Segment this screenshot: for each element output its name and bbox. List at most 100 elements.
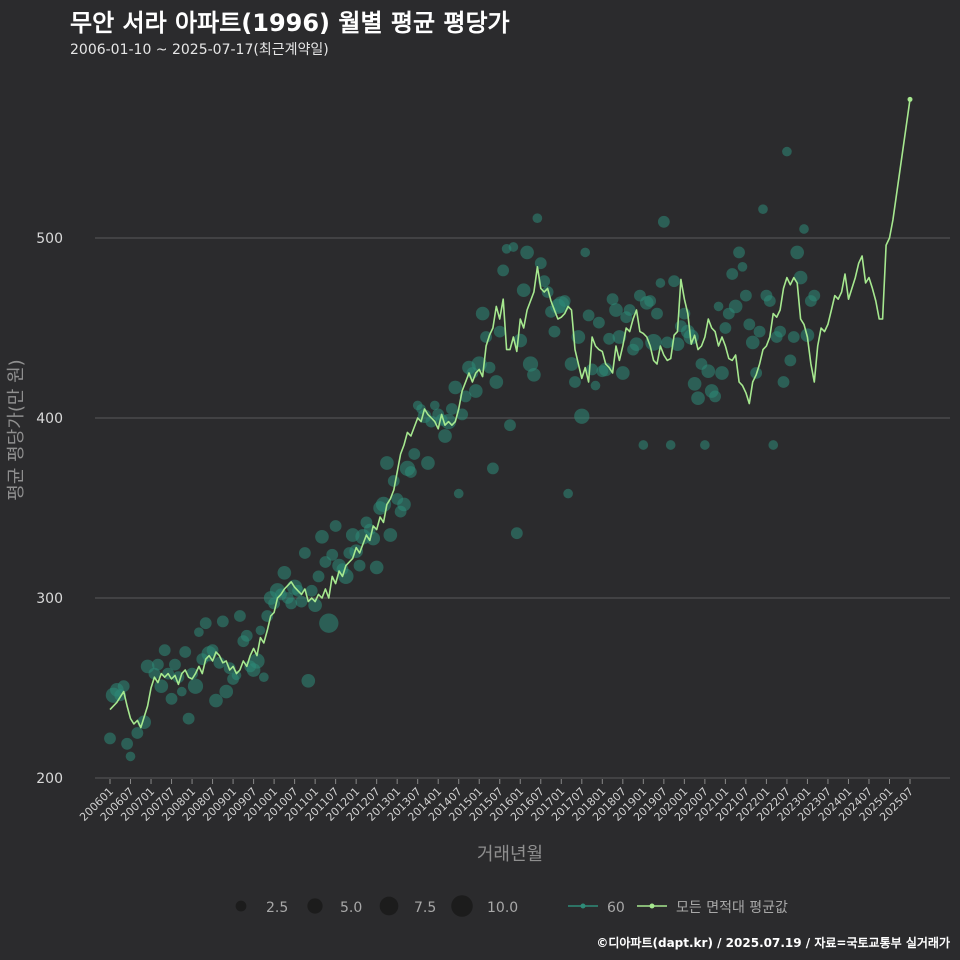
data-bubble — [369, 560, 384, 575]
data-bubble — [733, 246, 745, 259]
data-bubble — [726, 268, 739, 280]
legend-series-60-marker — [580, 903, 586, 909]
legend-size-marker — [307, 898, 323, 914]
y-tick-label: 500 — [36, 231, 63, 247]
data-bubble — [453, 488, 464, 499]
data-bubble — [612, 330, 627, 344]
data-bubble — [259, 672, 269, 683]
data-bubble — [564, 357, 579, 371]
legend-size-label: 10.0 — [487, 900, 518, 916]
data-bubble — [468, 384, 483, 398]
y-tick-label: 200 — [36, 771, 63, 787]
data-bubble — [397, 497, 411, 512]
data-bubble — [510, 527, 523, 540]
data-bubble — [623, 304, 636, 316]
data-bubble — [629, 337, 644, 352]
data-bubble — [483, 361, 496, 374]
data-bubble — [508, 242, 519, 252]
data-bubble — [645, 334, 662, 351]
data-bubble — [563, 488, 573, 499]
data-bubble — [234, 610, 246, 622]
data-bubble — [715, 366, 729, 380]
data-bubble — [231, 670, 242, 681]
source-credit: ©디아파트(dapt.kr) / 2025.07.19 / 자료=국토교통부 실… — [596, 936, 950, 950]
data-bubble — [148, 667, 161, 680]
data-bubble — [199, 617, 212, 630]
data-bubble — [532, 213, 543, 224]
data-bubble — [520, 245, 534, 260]
data-bubble — [808, 289, 821, 302]
data-bubble — [793, 270, 808, 285]
data-bubble — [380, 456, 394, 470]
y-tick-label: 400 — [36, 411, 63, 427]
data-bubble — [580, 247, 591, 258]
data-bubble — [249, 653, 265, 669]
data-bubble — [295, 595, 308, 608]
data-bubble — [480, 331, 492, 343]
data-bubble — [285, 597, 298, 610]
data-bubble — [366, 531, 381, 546]
data-bubble — [790, 245, 804, 260]
data-bubble — [737, 261, 748, 272]
series-end-point — [907, 96, 913, 102]
y-tick-label: 300 — [36, 591, 63, 607]
data-bubble — [745, 335, 760, 350]
data-bubble — [592, 316, 605, 329]
data-bubble — [206, 644, 219, 657]
data-bubble — [448, 380, 463, 395]
data-bubble — [784, 354, 797, 367]
data-bubble — [753, 325, 766, 338]
data-bubble — [240, 629, 253, 642]
data-bubble — [121, 737, 134, 750]
data-bubble — [522, 356, 539, 372]
data-bubble — [713, 301, 724, 312]
data-bubble — [194, 627, 204, 638]
data-bubble — [421, 456, 435, 470]
data-bubble — [338, 568, 354, 585]
data-bubble — [497, 264, 510, 277]
data-bubble — [709, 390, 722, 403]
data-bubble — [661, 336, 674, 349]
data-bubble — [574, 408, 590, 424]
data-bubble — [719, 322, 732, 334]
data-bubble — [493, 325, 506, 338]
data-bubble — [548, 325, 561, 338]
data-bubble — [644, 295, 657, 307]
data-bubble — [569, 376, 581, 388]
data-bubble — [665, 440, 676, 450]
legend-size-marker — [451, 895, 473, 917]
data-bubble — [387, 475, 400, 487]
data-bubble — [329, 520, 342, 532]
data-bubble — [527, 367, 541, 382]
data-bubble — [603, 332, 616, 345]
data-bubble — [158, 644, 171, 657]
data-bubble — [638, 440, 649, 450]
data-bubble — [213, 656, 226, 669]
data-bubble — [131, 727, 144, 739]
data-bubble — [777, 376, 790, 388]
data-bubble — [598, 362, 613, 377]
data-bubble — [655, 278, 666, 288]
data-bubble — [504, 419, 516, 432]
data-bubble — [739, 289, 752, 302]
data-bubble — [383, 528, 398, 542]
data-bubble — [308, 598, 322, 613]
data-bubble — [319, 613, 339, 633]
legend-size-label: 2.5 — [266, 900, 288, 916]
data-bubble — [219, 684, 234, 699]
data-bubble — [774, 325, 786, 338]
bubble-series — [104, 146, 821, 762]
data-bubble — [516, 283, 531, 298]
data-bubble — [670, 337, 685, 352]
data-bubble — [209, 693, 223, 708]
data-bubble — [700, 440, 710, 450]
data-bubble — [176, 686, 187, 697]
data-bubble — [799, 224, 809, 234]
data-bubble — [651, 307, 663, 320]
data-bubble — [616, 366, 630, 380]
data-bubble — [182, 712, 195, 725]
data-bubble — [408, 448, 421, 460]
data-bubble — [768, 440, 779, 450]
data-bubble — [489, 375, 504, 389]
